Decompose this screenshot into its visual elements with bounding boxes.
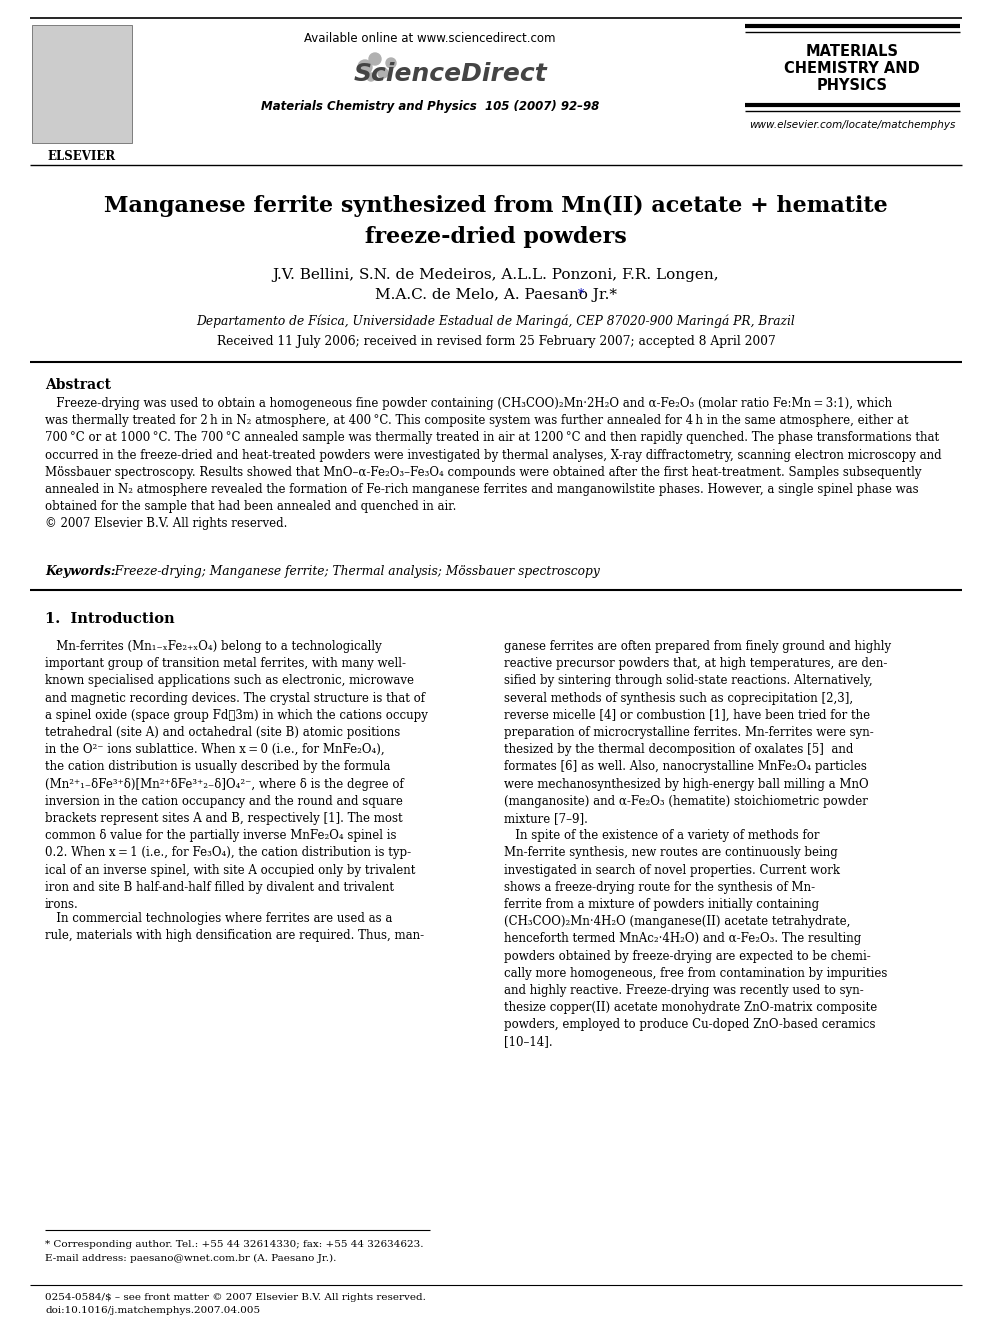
Text: Manganese ferrite synthesized from Mn(II) acetate + hematite
freeze-dried powder: Manganese ferrite synthesized from Mn(II… <box>104 194 888 247</box>
Text: ELSEVIER: ELSEVIER <box>48 149 116 163</box>
Text: ganese ferrites are often prepared from finely ground and highly
reactive precur: ganese ferrites are often prepared from … <box>504 640 891 1049</box>
Circle shape <box>367 73 375 81</box>
Text: *: * <box>578 288 584 302</box>
Text: 0254-0584/$ – see front matter © 2007 Elsevier B.V. All rights reserved.: 0254-0584/$ – see front matter © 2007 El… <box>45 1293 426 1302</box>
Text: Available online at www.sciencedirect.com: Available online at www.sciencedirect.co… <box>305 32 556 45</box>
Bar <box>32 25 132 143</box>
Text: Mn-ferrites (Mn₁₋ₓFe₂₊ₓO₄) belong to a technologically
important group of transi: Mn-ferrites (Mn₁₋ₓFe₂₊ₓO₄) belong to a t… <box>45 640 428 912</box>
Text: Departamento de Física, Universidade Estadual de Maringá, CEP 87020-900 Maringá : Departamento de Física, Universidade Est… <box>196 315 796 328</box>
Text: In commercial technologies where ferrites are used as a
rule, materials with hig: In commercial technologies where ferrite… <box>45 912 425 942</box>
Text: Keywords:: Keywords: <box>45 565 115 578</box>
Text: ScienceDirect: ScienceDirect <box>353 62 547 86</box>
Text: PHYSICS: PHYSICS <box>816 78 888 93</box>
Text: Received 11 July 2006; received in revised form 25 February 2007; accepted 8 Apr: Received 11 July 2006; received in revis… <box>216 335 776 348</box>
Text: www.elsevier.com/locate/matchemphys: www.elsevier.com/locate/matchemphys <box>749 120 955 130</box>
Circle shape <box>369 53 381 65</box>
Text: MATERIALS: MATERIALS <box>806 44 899 60</box>
Text: doi:10.1016/j.matchemphys.2007.04.005: doi:10.1016/j.matchemphys.2007.04.005 <box>45 1306 260 1315</box>
Text: Freeze-drying; Manganese ferrite; Thermal analysis; Mössbauer spectroscopy: Freeze-drying; Manganese ferrite; Therma… <box>107 565 600 578</box>
Text: J.V. Bellini, S.N. de Medeiros, A.L.L. Ponzoni, F.R. Longen,: J.V. Bellini, S.N. de Medeiros, A.L.L. P… <box>273 269 719 282</box>
Circle shape <box>358 60 372 74</box>
Circle shape <box>378 67 388 78</box>
Text: 1.  Introduction: 1. Introduction <box>45 613 175 626</box>
Text: Abstract: Abstract <box>45 378 111 392</box>
Text: Freeze-drying was used to obtain a homogeneous fine powder containing (CH₃COO)₂M: Freeze-drying was used to obtain a homog… <box>45 397 941 531</box>
Text: E-mail address: paesano@wnet.com.br (A. Paesano Jr.).: E-mail address: paesano@wnet.com.br (A. … <box>45 1254 336 1263</box>
Circle shape <box>386 58 396 67</box>
Text: CHEMISTRY AND: CHEMISTRY AND <box>784 61 920 75</box>
Text: M.A.C. de Melo, A. Paesano Jr.*: M.A.C. de Melo, A. Paesano Jr.* <box>375 288 617 302</box>
Text: Materials Chemistry and Physics  105 (2007) 92–98: Materials Chemistry and Physics 105 (200… <box>261 101 599 112</box>
Text: * Corresponding author. Tel.: +55 44 32614330; fax: +55 44 32634623.: * Corresponding author. Tel.: +55 44 326… <box>45 1240 424 1249</box>
